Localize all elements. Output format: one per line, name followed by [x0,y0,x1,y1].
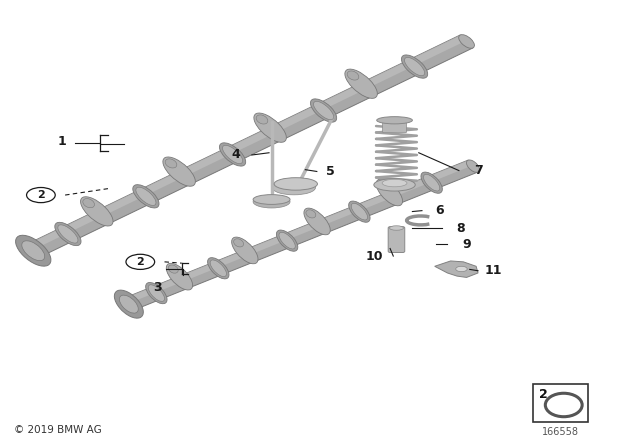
Ellipse shape [166,263,193,290]
Ellipse shape [115,290,143,318]
Ellipse shape [132,185,159,208]
Polygon shape [27,35,473,257]
Ellipse shape [253,194,290,204]
Polygon shape [27,35,466,250]
Ellipse shape [126,254,155,269]
Ellipse shape [424,174,440,191]
Ellipse shape [253,195,290,208]
Ellipse shape [254,113,286,142]
Text: 8: 8 [456,222,465,235]
Ellipse shape [22,241,45,261]
Ellipse shape [274,178,317,190]
Text: 4: 4 [232,148,240,161]
Ellipse shape [374,179,415,191]
Ellipse shape [165,159,177,168]
Ellipse shape [83,198,95,208]
Text: 7: 7 [474,164,483,177]
Ellipse shape [347,71,359,80]
Bar [534,384,588,422]
Ellipse shape [310,99,337,122]
Ellipse shape [234,239,244,247]
Ellipse shape [272,180,316,195]
Text: 2: 2 [539,388,547,401]
Text: 3: 3 [153,281,162,294]
Text: 9: 9 [462,237,471,250]
Text: 5: 5 [326,165,335,178]
Ellipse shape [404,57,424,76]
Ellipse shape [382,179,407,187]
Ellipse shape [210,260,227,276]
Ellipse shape [148,285,164,302]
Ellipse shape [349,201,370,222]
Ellipse shape [376,179,403,206]
Ellipse shape [15,235,51,266]
Ellipse shape [168,265,178,273]
Ellipse shape [136,187,156,206]
Ellipse shape [122,298,135,310]
Ellipse shape [351,203,367,220]
Ellipse shape [163,157,195,186]
Ellipse shape [276,230,298,251]
Text: 1: 1 [58,135,67,148]
Polygon shape [435,261,478,277]
Ellipse shape [232,237,258,264]
Ellipse shape [220,143,246,166]
Ellipse shape [314,101,333,120]
Text: 10: 10 [365,250,383,263]
Text: 166558: 166558 [542,427,579,437]
Polygon shape [124,160,478,310]
Text: 6: 6 [435,204,444,217]
Ellipse shape [58,225,78,243]
Ellipse shape [377,116,412,124]
Ellipse shape [279,233,295,249]
Ellipse shape [467,160,479,172]
Ellipse shape [26,244,41,258]
Ellipse shape [81,197,113,226]
Ellipse shape [207,258,229,279]
Text: 2: 2 [136,257,144,267]
Ellipse shape [345,69,378,99]
Ellipse shape [378,181,388,189]
Ellipse shape [421,172,442,193]
Ellipse shape [456,266,467,271]
Text: 11: 11 [484,264,502,277]
Ellipse shape [459,34,474,48]
Ellipse shape [223,145,243,164]
FancyBboxPatch shape [388,227,404,253]
Ellipse shape [55,222,81,246]
Polygon shape [124,160,472,303]
Ellipse shape [390,226,403,230]
Ellipse shape [26,188,55,202]
Text: © 2019 BMW AG: © 2019 BMW AG [14,426,102,435]
Text: 2: 2 [37,190,45,200]
Ellipse shape [256,115,268,124]
Ellipse shape [304,208,330,235]
FancyBboxPatch shape [383,121,406,133]
Ellipse shape [401,55,428,78]
Ellipse shape [120,295,138,313]
Ellipse shape [306,210,316,218]
Ellipse shape [146,283,167,304]
